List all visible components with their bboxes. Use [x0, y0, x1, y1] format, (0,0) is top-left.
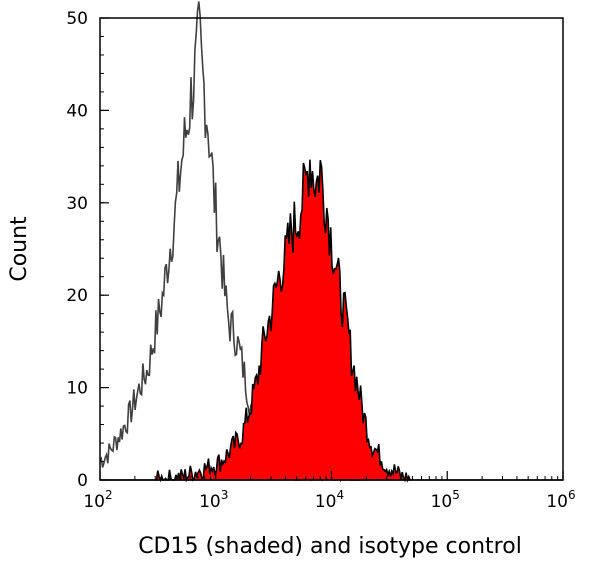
y-tick-label: 0	[77, 471, 88, 491]
plot-area	[99, 1, 563, 483]
y-tick-label: 40	[66, 101, 88, 121]
x-axis-label: CD15 (shaded) and isotype control	[138, 534, 522, 559]
cd15-series-line	[155, 159, 412, 483]
x-tick-label: 102	[83, 488, 112, 512]
y-axis: 0 10 20 30 40 50	[66, 9, 109, 491]
x-tick-label: 106	[546, 488, 575, 512]
x-tick-label: 105	[431, 488, 460, 512]
x-axis: 102 103 104 105 106	[83, 471, 576, 512]
y-tick-label: 50	[66, 9, 88, 29]
y-tick-label: 10	[66, 379, 88, 399]
cd15-shaded-area	[155, 159, 412, 480]
x-tick-label: 103	[199, 488, 228, 512]
x-tick-label: 104	[315, 488, 344, 512]
y-tick-label: 30	[66, 194, 88, 214]
y-tick-label: 20	[66, 286, 88, 306]
y-axis-label: Count	[7, 216, 32, 282]
